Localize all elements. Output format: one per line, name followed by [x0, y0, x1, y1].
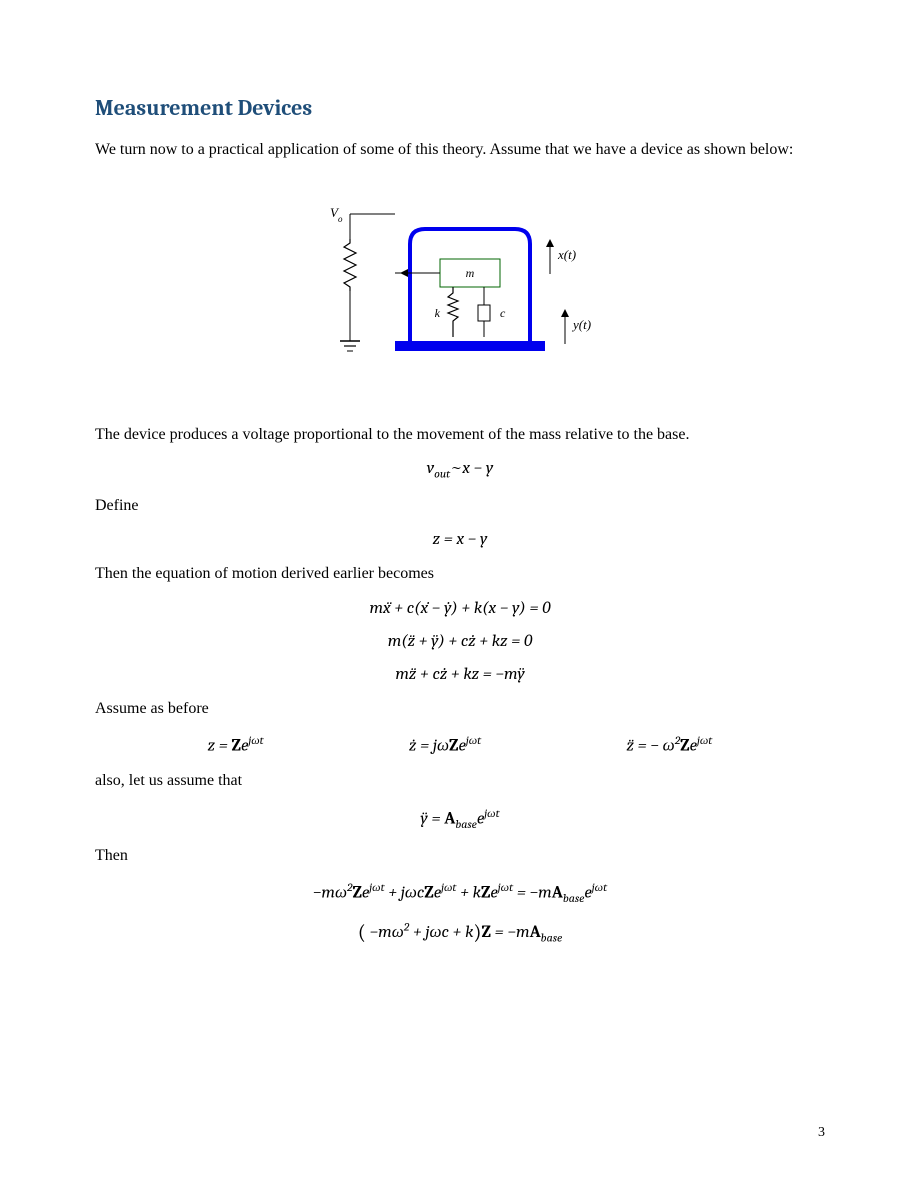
resistor-icon: [344, 239, 356, 291]
device-diagram: m k c x(t) y(t) Vo: [95, 189, 825, 384]
y-of-t-label: y(t): [571, 317, 591, 332]
eq-eom-3: mz̈ + cż + kz = −mÿ: [95, 665, 825, 684]
eq-eom-1: mẍ + c(ẋ − ẏ) + k(x − y) = 0: [95, 599, 825, 618]
intro-paragraph: We turn now to a practical application o…: [95, 139, 825, 161]
eq-z-def: z = x − y: [95, 530, 825, 549]
eq-ybase: ÿ = Abaseejωt: [95, 806, 825, 831]
damper-label: c: [500, 306, 506, 320]
x-arrow-head: [546, 239, 554, 247]
damper-cup: [478, 305, 490, 321]
also-paragraph: also, let us assume that: [95, 770, 825, 792]
base-bar: [395, 341, 545, 351]
y-arrow-head: [561, 309, 569, 317]
eq-vout: vout~x − y: [95, 459, 825, 480]
x-of-t-label: x(t): [557, 247, 576, 262]
eq-assume-zdot: ż = jωZejωt: [409, 733, 481, 756]
eq-final-1: −mω2Zejωt + jωcZejωt + kZejωt = −mAbasee…: [95, 880, 825, 905]
eom-paragraph: Then the equation of motion derived earl…: [95, 563, 825, 585]
eq-assume-row: z = Zejωt ż = jωZejωt z̈ = − ω2Zejωt: [135, 733, 785, 756]
eq-eom-2: m(z̈ + ÿ) + cż + kz = 0: [95, 632, 825, 651]
define-paragraph: Define: [95, 495, 825, 517]
section-heading: Measurement Devices: [95, 95, 825, 121]
eq-assume-zddot: z̈ = − ω2Zejωt: [627, 733, 713, 756]
eq-final-2: ( −mω2 + jωc + k)Z = −mAbase: [95, 919, 825, 944]
page-number: 3: [818, 1125, 825, 1141]
vout-label: Vo: [330, 205, 343, 224]
sense-arrow-head: [400, 269, 408, 277]
assume-paragraph: Assume as before: [95, 698, 825, 720]
spring-icon: [448, 287, 458, 337]
then-paragraph: Then: [95, 845, 825, 867]
eq-assume-z: z = Zejωt: [208, 733, 264, 756]
mass-label: m: [466, 266, 475, 280]
spring-label: k: [435, 306, 441, 320]
voltage-paragraph: The device produces a voltage proportion…: [95, 424, 825, 446]
